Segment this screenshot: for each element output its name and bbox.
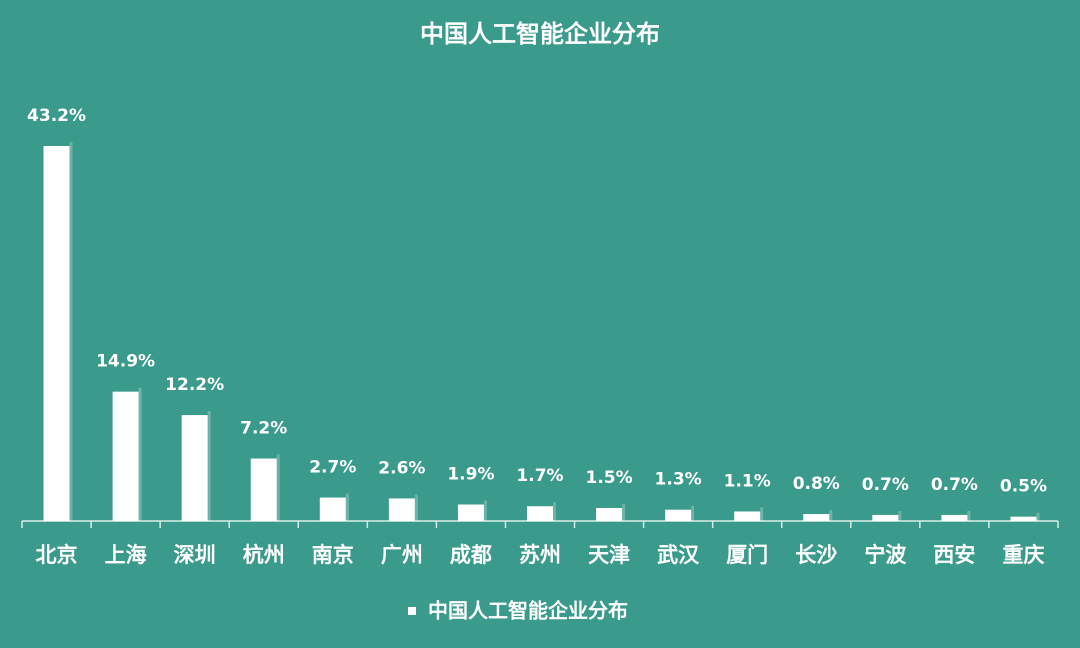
x-tick-label: 苏州 bbox=[519, 543, 561, 567]
bar-shadow bbox=[622, 503, 626, 521]
x-tick-label: 武汉 bbox=[657, 543, 700, 567]
bar bbox=[803, 514, 830, 521]
bar bbox=[388, 498, 415, 521]
bar-shadow bbox=[553, 502, 556, 521]
bar-shadow bbox=[138, 387, 142, 521]
x-tick-label: 长沙 bbox=[795, 543, 837, 567]
data-label: 7.2% bbox=[240, 419, 287, 439]
bar bbox=[112, 391, 139, 521]
x-tick-label: 杭州 bbox=[243, 543, 285, 567]
bar bbox=[872, 514, 899, 521]
data-label: 0.7% bbox=[931, 475, 978, 495]
data-label: 1.9% bbox=[447, 465, 494, 485]
x-tick-label: 宁波 bbox=[864, 543, 907, 567]
data-label: 0.8% bbox=[793, 474, 840, 494]
bar bbox=[596, 507, 623, 521]
data-label: 0.7% bbox=[862, 475, 909, 495]
data-label: 12.2% bbox=[165, 375, 224, 395]
bar bbox=[665, 509, 692, 521]
x-tick-label: 重庆 bbox=[1002, 543, 1044, 567]
x-tick-label: 上海 bbox=[105, 543, 147, 567]
bar bbox=[457, 504, 484, 521]
x-tick-label: 北京 bbox=[36, 543, 78, 567]
bar bbox=[527, 506, 553, 521]
bar-shadow bbox=[829, 510, 833, 521]
bar-shadow bbox=[414, 494, 418, 521]
bar bbox=[181, 415, 208, 521]
legend-label: 中国人工智能企业分布 bbox=[428, 599, 628, 623]
bar-shadow bbox=[898, 510, 902, 521]
bar bbox=[941, 514, 968, 521]
bar bbox=[319, 497, 346, 521]
data-label: 1.5% bbox=[585, 468, 632, 488]
bar-shadow bbox=[207, 411, 211, 521]
data-label: 1.7% bbox=[516, 466, 563, 486]
x-tick-label: 厦门 bbox=[726, 543, 768, 567]
bar-shadow bbox=[345, 493, 349, 521]
bar-shadow bbox=[69, 142, 73, 521]
x-tick-label: 天津 bbox=[588, 543, 630, 567]
data-label: 1.3% bbox=[655, 470, 702, 490]
data-label: 14.9% bbox=[96, 352, 155, 372]
bar-shadow bbox=[691, 505, 695, 521]
data-label: 0.5% bbox=[1000, 477, 1047, 497]
x-tick-label: 西安 bbox=[933, 543, 975, 567]
x-tick-label: 深圳 bbox=[174, 543, 216, 567]
x-tick-label: 南京 bbox=[312, 543, 354, 567]
bar bbox=[1010, 516, 1037, 521]
bar bbox=[250, 458, 277, 521]
data-label: 43.2% bbox=[27, 106, 86, 126]
data-label: 1.1% bbox=[724, 471, 771, 491]
bar bbox=[43, 146, 70, 521]
bar-shadow bbox=[967, 510, 971, 521]
x-tick-label: 广州 bbox=[381, 543, 423, 567]
bar-shadow bbox=[276, 454, 280, 521]
bar-shadow bbox=[483, 500, 487, 521]
bar-shadow bbox=[760, 507, 764, 521]
chart-title: 中国人工智能企业分布 bbox=[420, 20, 660, 48]
bar bbox=[734, 511, 761, 521]
data-label: 2.6% bbox=[378, 458, 425, 478]
data-label: 2.7% bbox=[309, 458, 356, 478]
x-tick-label: 成都 bbox=[450, 543, 492, 567]
bar-shadow bbox=[1036, 512, 1040, 521]
legend-swatch bbox=[408, 607, 416, 615]
